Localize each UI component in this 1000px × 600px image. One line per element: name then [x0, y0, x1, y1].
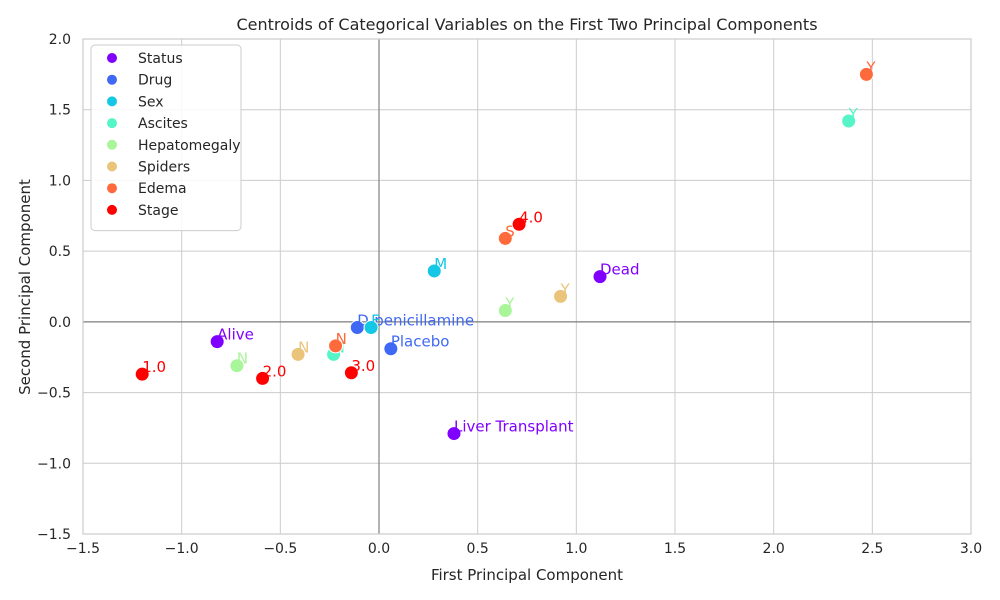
- y-tick-label: 1.0: [49, 173, 71, 189]
- legend-label: Stage: [138, 203, 178, 219]
- data-point-label: Dead: [600, 261, 640, 279]
- legend-label: Spiders: [138, 160, 190, 176]
- series-stage: 1.0 2.0 3.0 4.0: [134, 208, 543, 386]
- x-tick-label: 3.0: [960, 541, 982, 557]
- plot-frame: [82, 38, 972, 535]
- data-point: [363, 320, 379, 336]
- zero-lines: [83, 39, 971, 534]
- x-tick-label: −1.5: [66, 541, 100, 557]
- legend-marker: [107, 118, 117, 129]
- legend-marker: [107, 74, 117, 85]
- data-point: [511, 216, 527, 232]
- legend-item-drug: Drug: [107, 73, 172, 89]
- legend-marker: [107, 53, 117, 63]
- data-point-label: 3.0: [351, 357, 375, 375]
- series-drug: D-penicillamine Placebo: [349, 312, 474, 357]
- y-tick-label: −0.5: [37, 386, 71, 402]
- data-point-label: Liver Transplant: [454, 418, 574, 436]
- y-tick-label: 1.5: [49, 103, 71, 119]
- data-point-label: Y: [848, 105, 859, 123]
- x-tick-label: 0.5: [467, 541, 489, 557]
- legend-label: Sex: [138, 94, 164, 110]
- legend-label: Status: [138, 51, 183, 67]
- data-point: [592, 269, 608, 285]
- y-axis-label: Second Principal Component: [16, 179, 34, 395]
- data-point-label: Placebo: [391, 333, 450, 351]
- legend-item-ascites: Ascites: [107, 116, 188, 132]
- data-point: [497, 230, 513, 246]
- legend-item-status: Status: [107, 51, 183, 67]
- data-point: [553, 288, 569, 304]
- legend-marker: [107, 183, 117, 194]
- legend-item-edema: Edema: [107, 181, 187, 197]
- data-point: [426, 263, 442, 279]
- series-hepatomegaly: NY: [229, 295, 515, 374]
- data-point: [255, 370, 271, 386]
- series-status: Alive Dead Liver Transplant: [209, 261, 640, 442]
- data-point-label: 2.0: [263, 362, 287, 380]
- data-point-label: N: [298, 338, 309, 356]
- series-spiders: NY: [290, 280, 571, 362]
- x-tick-label: 2.5: [861, 541, 883, 557]
- y-tick-label: 2.0: [49, 32, 71, 48]
- data-point: [841, 113, 857, 129]
- data-point: [858, 66, 874, 82]
- x-tick-label: 1.0: [565, 541, 587, 557]
- data-points: Alive Dead Liver Transplant D-penicillamine…: [134, 58, 876, 442]
- data-point-label: M: [434, 255, 447, 273]
- legend-item-spiders: Spiders: [107, 160, 190, 176]
- x-tick-label: 2.0: [763, 541, 785, 557]
- legend-item-stage: Stage: [107, 203, 178, 219]
- x-axis-label: First Principal Component: [431, 566, 623, 584]
- y-tick-label: −1.0: [37, 456, 71, 472]
- x-tick-label: 0.0: [368, 541, 390, 557]
- data-point-label: F: [371, 312, 380, 330]
- legend-item-sex: Sex: [107, 94, 164, 110]
- y-tick-labels: −1.5 −1.0 −0.5 0.0 0.5 1.0 1.5 2.0: [37, 32, 71, 543]
- data-point-label: N: [336, 330, 347, 348]
- x-tick-label: 1.5: [664, 541, 686, 557]
- x-tick-labels: −1.5 −1.0 −0.5 0.0 0.5 1.0 1.5 2.0 2.5 3.0: [66, 541, 982, 557]
- data-point: [290, 346, 306, 362]
- data-point: [383, 341, 399, 357]
- data-point: [134, 366, 150, 382]
- data-point: [446, 426, 462, 442]
- y-tick-label: −1.5: [37, 527, 71, 543]
- data-point-label: Y: [560, 280, 571, 298]
- data-point: [229, 358, 245, 374]
- y-tick-label: 0.5: [49, 244, 71, 260]
- data-point: [328, 338, 344, 354]
- y-tick-label: 0.0: [49, 315, 71, 331]
- legend-marker: [107, 161, 117, 172]
- data-point-label: D-penicillamine: [357, 312, 474, 330]
- legend-label: Edema: [138, 181, 187, 197]
- x-tick-label: −0.5: [263, 541, 297, 557]
- legend-label: Hepatomegaly: [138, 138, 241, 154]
- legend-item-hepatomegaly: Hepatomegaly: [107, 138, 241, 154]
- series-edema: N S Y: [328, 58, 876, 354]
- data-point-label: Y: [865, 58, 876, 76]
- data-point-label: 4.0: [519, 208, 543, 226]
- data-point-label: Y: [504, 295, 515, 313]
- legend-box: [90, 44, 242, 232]
- data-point: [209, 334, 225, 350]
- legend: Status Drug Sex Ascites Hepatomegaly Spiders E…: [90, 44, 242, 232]
- legend-label: Drug: [138, 73, 172, 89]
- legend-marker: [107, 139, 117, 150]
- data-point: [343, 365, 359, 381]
- legend-marker: [107, 96, 117, 107]
- x-tick-label: −1.0: [165, 541, 199, 557]
- series-sex: FM: [363, 255, 447, 336]
- data-point-label: S: [505, 222, 515, 240]
- data-point-label: 1.0: [142, 358, 166, 376]
- legend-marker: [107, 204, 117, 215]
- data-point: [497, 303, 513, 319]
- legend-label: Ascites: [138, 116, 188, 132]
- data-point-label: N: [237, 350, 248, 368]
- data-point-label: Alive: [217, 326, 254, 344]
- chart-title: Centroids of Categorical Variables on th…: [236, 15, 817, 34]
